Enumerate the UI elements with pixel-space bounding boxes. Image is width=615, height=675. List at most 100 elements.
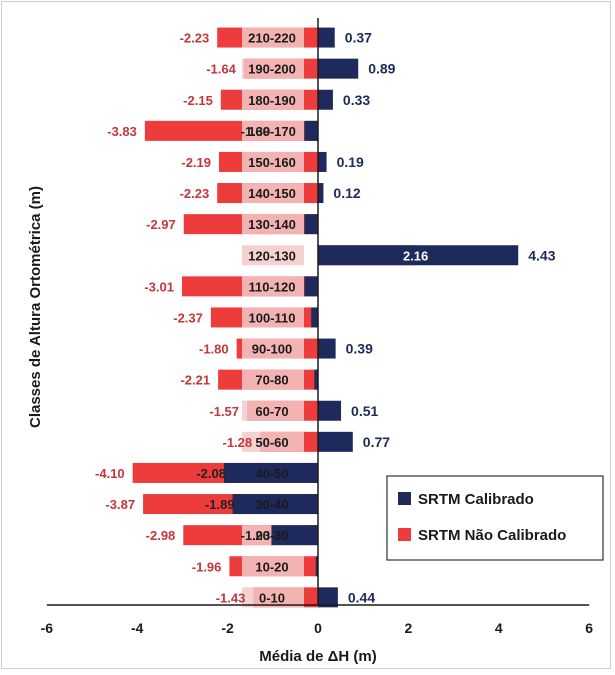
data-label-nao-calibrado: -1.43 — [216, 590, 246, 605]
data-label-nao-calibrado: -2.19 — [181, 155, 211, 170]
data-label-nao-calibrado: -1.28 — [223, 435, 253, 450]
category-label-box — [242, 89, 304, 110]
category-label-box — [242, 58, 304, 79]
data-label-nao-calibrado: -1.64 — [206, 62, 236, 77]
legend-box — [386, 475, 604, 561]
category-label: 70-80 — [255, 373, 288, 388]
data-label-calibrado: 0.51 — [351, 403, 378, 419]
category-label: 20-30 — [255, 528, 288, 543]
data-label-nao-calibrado: 2.16 — [403, 248, 428, 263]
category-label: 130-140 — [248, 217, 296, 232]
bar-srtm-calibrado — [223, 462, 318, 483]
legend-swatch-calibrado — [398, 492, 411, 505]
data-label-nao-calibrado: -2.21 — [180, 373, 210, 388]
x-tick-label: -6 — [41, 620, 54, 636]
bar-srtm-calibrado — [318, 183, 324, 204]
bar-srtm-calibrado — [304, 120, 318, 141]
category-label: 60-70 — [255, 404, 288, 419]
category-label-box — [242, 369, 304, 390]
bar-srtm-calibrado — [318, 27, 335, 48]
category-label-box — [242, 151, 304, 172]
data-label-nao-calibrado: -3.87 — [105, 497, 135, 512]
data-label-nao-calibrado: -2.37 — [173, 310, 203, 325]
bar-srtm-calibrado — [232, 494, 318, 515]
data-label-nao-calibrado: -4.10 — [95, 466, 125, 481]
category-label: 180-190 — [248, 93, 296, 108]
data-label-nao-calibrado: -2.23 — [180, 186, 210, 201]
bar-srtm-calibrado — [318, 89, 333, 110]
category-label: 110-120 — [249, 279, 296, 294]
bar-srtm-calibrado — [311, 307, 318, 328]
bar-srtm-calibrado — [271, 525, 318, 546]
category-label: 50-60 — [255, 435, 288, 450]
category-label-box — [242, 276, 304, 297]
data-label-nao-calibrado: -2.15 — [183, 93, 213, 108]
category-label: 10-20 — [255, 559, 288, 574]
category-label: 210-220 — [248, 31, 296, 46]
category-label-box — [242, 27, 304, 48]
data-label-calibrado-inside: -2.08 — [196, 466, 226, 481]
bar-srtm-calibrado — [304, 276, 318, 297]
category-label-box — [242, 556, 304, 577]
category-label-box — [242, 400, 304, 421]
category-label-box — [242, 120, 304, 141]
x-tick-label: -4 — [131, 620, 144, 636]
bar-srtm-calibrado — [314, 369, 318, 390]
data-label-calibrado: 0.77 — [363, 434, 390, 450]
x-tick-label: -2 — [221, 620, 234, 636]
bar-srtm-calibrado — [318, 58, 359, 79]
bar-srtm-calibrado — [318, 245, 519, 266]
data-label-calibrado: 0.44 — [348, 589, 375, 605]
data-label-nao-calibrado: -1.96 — [192, 559, 222, 574]
x-tick-label: 6 — [585, 620, 593, 636]
data-label-nao-calibrado: -1.57 — [209, 404, 239, 419]
category-label: 140-150 — [248, 186, 296, 201]
category-label: 190-200 — [248, 62, 296, 77]
bar-srtm-calibrado — [318, 338, 336, 359]
category-label: 120-130 — [248, 248, 296, 263]
category-label-box — [242, 307, 304, 328]
data-label-calibrado-inside: -1.89 — [205, 497, 235, 512]
plot-area: 210-220 -2.23 0.37 190-200 -1.64 0.89 180-190 -… — [27, 18, 604, 665]
category-label-box — [242, 587, 304, 608]
data-label-calibrado-inside: -1.03 — [241, 528, 271, 543]
data-label-nao-calibrado: -2.97 — [146, 217, 176, 232]
legend-label-nao-calibrado: SRTM Não Calibrado — [418, 527, 566, 544]
data-label-calibrado: 0.39 — [346, 341, 373, 357]
data-label-nao-calibrado: -2.98 — [146, 528, 176, 543]
category-label-box — [242, 431, 304, 452]
x-axis-title: Média de ΔH (m) — [259, 648, 376, 665]
bar-srtm-calibrado — [315, 556, 318, 577]
x-tick-label: 0 — [314, 620, 322, 636]
x-tick-label: 4 — [495, 620, 503, 636]
data-label-calibrado: 0.89 — [368, 61, 395, 77]
data-label-calibrado: 0.12 — [333, 185, 360, 201]
data-label-calibrado-inside: -1.39 — [241, 124, 271, 139]
category-label-box — [242, 245, 304, 266]
data-label-calibrado: 0.37 — [345, 30, 372, 46]
x-tick-label: 2 — [405, 620, 413, 636]
data-label-calibrado: 4.43 — [528, 247, 555, 263]
category-label: 40-50 — [255, 466, 288, 481]
data-label-calibrado: 0.33 — [343, 92, 370, 108]
category-label-box — [242, 183, 304, 204]
bar-srtm-calibrado — [318, 151, 327, 172]
y-axis-title: Classes de Altura Ortométrica (m) — [27, 186, 44, 428]
legend-swatch-nao-calibrado — [398, 528, 411, 541]
data-label-nao-calibrado: -2.23 — [180, 31, 210, 46]
data-label-nao-calibrado: -1.80 — [199, 342, 229, 357]
data-label-calibrado: 0.19 — [337, 154, 364, 170]
data-label-nao-calibrado: -3.83 — [107, 124, 137, 139]
category-label: 90-100 — [252, 342, 292, 357]
bar-srtm-calibrado — [304, 214, 318, 235]
bar-srtm-calibrado — [318, 431, 353, 452]
bar-srtm-calibrado — [318, 400, 342, 421]
category-label: 150-160 — [248, 155, 296, 170]
data-label-nao-calibrado: -3.01 — [144, 279, 174, 294]
legend-label-calibrado: SRTM Calibrado — [418, 491, 534, 508]
category-label: 0-10 — [259, 590, 285, 605]
category-label-box — [242, 338, 304, 359]
category-label: 30-40 — [255, 497, 288, 512]
bar-srtm-calibrado — [318, 587, 338, 608]
